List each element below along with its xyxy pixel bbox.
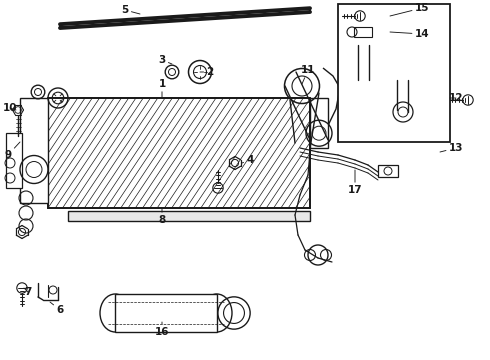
- Text: 3: 3: [158, 55, 172, 65]
- Text: 16: 16: [155, 322, 169, 337]
- Bar: [48, 98, 310, 208]
- Text: 2: 2: [200, 67, 214, 77]
- Text: 1: 1: [158, 79, 166, 98]
- Text: 8: 8: [158, 208, 166, 225]
- Text: 11: 11: [301, 65, 315, 84]
- Bar: [48, 98, 310, 208]
- Bar: [20, 98, 48, 203]
- Text: 17: 17: [348, 170, 362, 195]
- Ellipse shape: [201, 294, 232, 332]
- Text: 6: 6: [50, 302, 64, 315]
- Text: 7: 7: [24, 287, 32, 297]
- Text: 5: 5: [122, 5, 140, 15]
- Text: 12: 12: [449, 93, 463, 103]
- Ellipse shape: [100, 294, 130, 332]
- Bar: [354, 27, 372, 37]
- Bar: [115, 294, 217, 332]
- Text: 14: 14: [390, 29, 429, 39]
- Bar: [310, 98, 328, 148]
- Bar: [6, 133, 22, 188]
- Text: 9: 9: [4, 142, 20, 160]
- Bar: [338, 4, 450, 142]
- Text: 10: 10: [3, 103, 17, 113]
- Bar: [68, 211, 310, 221]
- Text: 4: 4: [242, 155, 254, 165]
- Text: 13: 13: [440, 143, 463, 153]
- Bar: [378, 165, 398, 177]
- Text: 15: 15: [390, 3, 429, 16]
